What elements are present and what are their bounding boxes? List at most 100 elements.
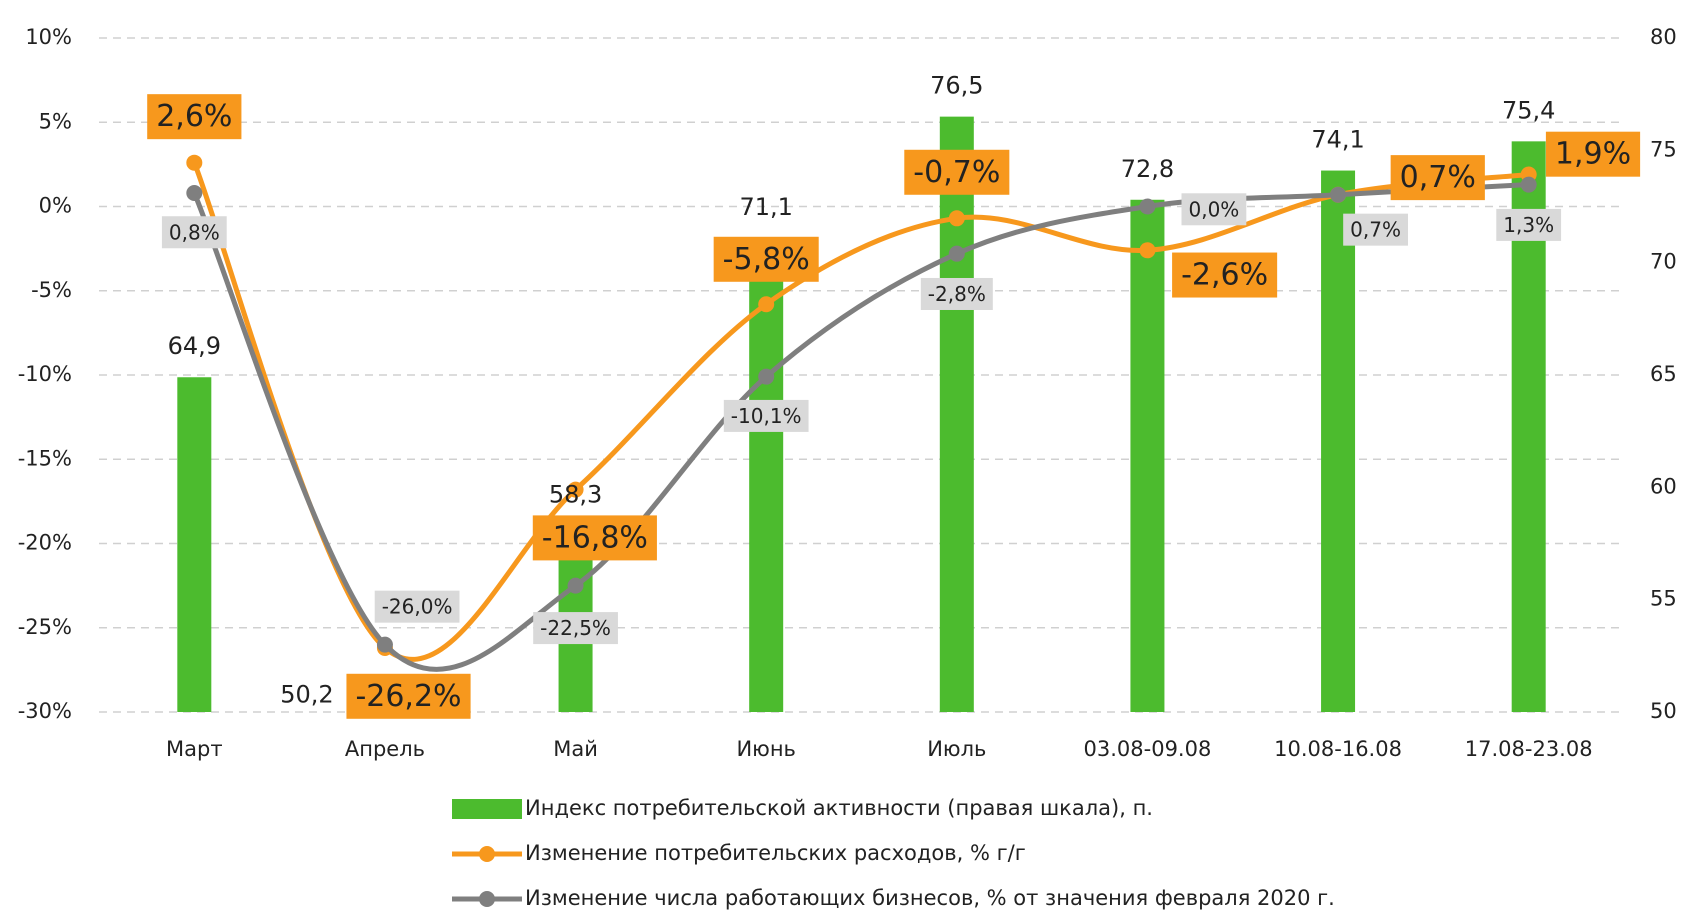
orange-label-text: -16,8%	[542, 520, 648, 555]
y2-tick-label: 75	[1650, 137, 1677, 161]
y-tick-label: -10%	[18, 362, 72, 386]
bar-label: 50,2	[280, 681, 333, 709]
line-marker	[1139, 198, 1156, 215]
line-marker	[1139, 242, 1156, 259]
gray-label-text: 0,8%	[169, 220, 220, 244]
x-tick-label: 10.08-16.08	[1274, 737, 1402, 761]
line-marker	[567, 481, 584, 498]
legend-marker	[479, 846, 495, 862]
line-marker	[186, 154, 203, 171]
bar	[939, 116, 974, 713]
legend-label: Индекс потребительской активности (права…	[525, 796, 1153, 820]
gray-label-text: -2,8%	[928, 282, 986, 306]
label-box	[1172, 252, 1278, 298]
x-tick-label: Март	[166, 737, 223, 761]
y-tick-label: 10%	[25, 25, 72, 49]
x-tick-label: Июнь	[736, 737, 796, 761]
label-box	[1181, 193, 1247, 226]
y-tick-label: -20%	[18, 531, 72, 555]
bar-label: 64,9	[168, 332, 221, 360]
label-box	[723, 399, 809, 432]
orange-label: 0,7%	[1390, 155, 1485, 201]
orange-label-text: 1,9%	[1555, 137, 1631, 172]
line-marker	[758, 368, 775, 385]
x-tick-label: Июль	[927, 737, 986, 761]
x-tick-label: 17.08-23.08	[1465, 737, 1593, 761]
bar-label: 75,4	[1502, 96, 1555, 124]
gray-label: 1,3%	[1496, 208, 1562, 241]
label-box	[346, 673, 471, 719]
y-tick-label: -30%	[18, 699, 72, 723]
bar-label: 71,1	[739, 193, 792, 221]
orange-label-text: -0,7%	[913, 155, 1000, 190]
orange-label-text: 0,7%	[1400, 160, 1476, 195]
legend-label: Изменение числа работающих бизнесов, % о…	[525, 886, 1335, 910]
x-tick-label: 03.08-09.08	[1084, 737, 1212, 761]
legend-marker	[479, 891, 495, 907]
gray-label-text: -26,0%	[382, 595, 453, 619]
line	[192, 182, 1529, 672]
label-box	[374, 590, 460, 623]
orange-label: 2,6%	[147, 94, 242, 140]
gray-label-text: 0,7%	[1350, 218, 1401, 242]
orange-label: -0,7%	[904, 149, 1010, 195]
label-box	[713, 236, 819, 282]
y2-tick-label: 70	[1650, 250, 1677, 274]
gray-label-text: 0,0%	[1188, 197, 1239, 221]
orange-label-text: 2,6%	[156, 99, 232, 134]
gray-label-text: -22,5%	[540, 616, 611, 640]
y-tick-label: -15%	[18, 446, 72, 470]
orange-label: -5,8%	[713, 236, 819, 282]
y2-tick-label: 55	[1650, 587, 1677, 611]
x-tick-label: Май	[553, 737, 598, 761]
label-box	[1545, 131, 1641, 177]
y2-tick-label: 60	[1650, 474, 1677, 498]
y-tick-label: 0%	[39, 194, 72, 218]
orange-label: -26,2%	[346, 673, 471, 719]
gray-label: 0,0%	[1181, 193, 1247, 226]
label-box	[1390, 155, 1485, 201]
line-marker	[948, 245, 965, 262]
y-tick-label: -25%	[18, 615, 72, 639]
gray-label-text: -10,1%	[731, 404, 802, 428]
gray-label-text: 1,3%	[1503, 213, 1554, 237]
label-box	[1496, 208, 1562, 241]
y-tick-label: 5%	[39, 109, 72, 133]
line-marker	[376, 636, 393, 653]
legend-swatch	[452, 799, 522, 819]
orange-label: -2,6%	[1172, 252, 1278, 298]
bar	[749, 237, 784, 712]
gray-label: -10,1%	[723, 399, 809, 432]
bar	[177, 377, 212, 712]
bar	[1130, 199, 1165, 712]
gray-label: -26,0%	[374, 590, 460, 623]
bar-label: 72,8	[1121, 155, 1174, 183]
bar-label: 74,1	[1311, 126, 1364, 154]
line-marker	[758, 296, 775, 313]
y2-tick-label: 50	[1650, 699, 1677, 723]
label-box	[532, 515, 657, 561]
orange-label-text: -26,2%	[355, 679, 461, 714]
label-box	[920, 277, 993, 310]
line-marker	[1330, 186, 1347, 203]
line-marker	[948, 210, 965, 227]
bar-label: 58,3	[549, 481, 602, 509]
bar-label: 76,5	[930, 72, 983, 100]
bar	[1321, 170, 1356, 712]
label-box	[161, 216, 227, 249]
gray-label: 0,8%	[161, 216, 227, 249]
orange-label-text: -2,6%	[1181, 258, 1268, 293]
orange-label-text: -5,8%	[723, 242, 810, 277]
gray-label: 0,7%	[1343, 213, 1408, 246]
gray-label: -22,5%	[533, 612, 618, 645]
gray-label: -2,8%	[920, 277, 993, 310]
y2-tick-label: 80	[1650, 25, 1677, 49]
label-box	[147, 94, 242, 140]
orange-label: -16,8%	[532, 515, 657, 561]
line-marker	[1520, 176, 1537, 193]
y2-tick-label: 65	[1650, 362, 1677, 386]
label-box	[1343, 213, 1408, 246]
x-tick-label: Апрель	[345, 737, 425, 761]
legend-label: Изменение потребительских расходов, % г/…	[525, 841, 1026, 865]
